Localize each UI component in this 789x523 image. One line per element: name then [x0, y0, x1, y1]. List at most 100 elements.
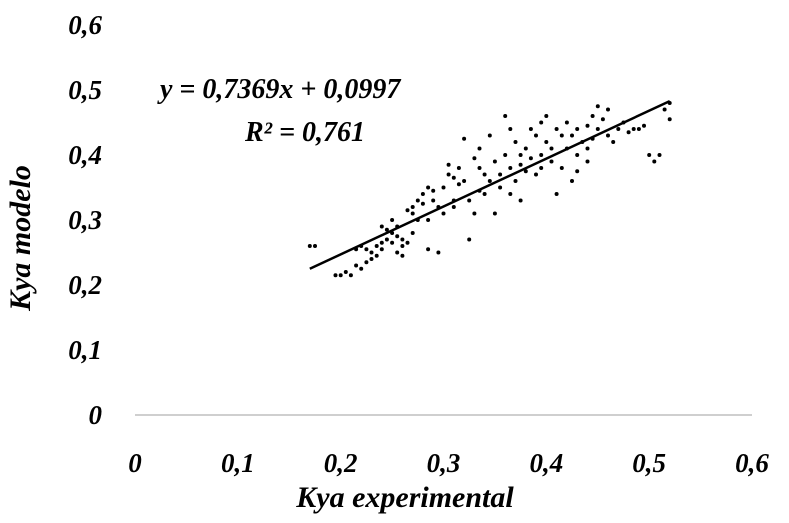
data-point [451, 175, 456, 180]
data-point [544, 140, 549, 144]
data-point [575, 127, 580, 131]
data-point [482, 192, 487, 196]
data-point [390, 218, 395, 222]
y-tick-labels: 0 0,1 0,2 0,3 0,4 0,5 0,6 [68, 10, 102, 430]
data-point [513, 140, 518, 144]
data-point [642, 123, 646, 128]
data-point [508, 166, 513, 170]
data-point [498, 172, 503, 177]
data-point [498, 185, 503, 190]
data-point [415, 198, 420, 203]
data-point [590, 114, 595, 118]
data-point [518, 162, 523, 167]
data-point [400, 244, 405, 248]
x-tick-label: 0,1 [221, 448, 255, 478]
data-point [508, 127, 513, 131]
data-point [513, 179, 518, 183]
data-point [348, 273, 353, 278]
data-point [451, 205, 456, 209]
data-point [631, 127, 636, 131]
data-point [652, 159, 657, 164]
data-point [518, 153, 523, 157]
data-point [518, 198, 523, 203]
data-point [400, 237, 405, 242]
data-point [420, 192, 425, 196]
y-tick-label: 0 [89, 400, 103, 430]
data-point [523, 146, 528, 151]
data-point [369, 250, 374, 255]
data-point [390, 240, 395, 245]
data-point [662, 107, 667, 112]
data-point [395, 234, 400, 239]
data-point [467, 237, 472, 242]
data-point [575, 169, 580, 174]
data-point [595, 104, 600, 109]
data-point [472, 211, 477, 216]
data-point [374, 253, 379, 258]
data-point [600, 117, 605, 122]
data-point [359, 266, 364, 271]
data-point [570, 179, 574, 183]
data-point [384, 237, 389, 242]
x-tick-label: 0,6 [735, 448, 769, 478]
data-point [585, 146, 590, 151]
data-point [364, 260, 369, 265]
data-point [405, 208, 410, 213]
data-point [606, 107, 610, 112]
x-tick-label: 0,3 [427, 448, 461, 478]
data-point [554, 127, 559, 131]
data-point [606, 133, 610, 138]
data-point [426, 247, 431, 252]
trendline [309, 99, 671, 270]
data-point [462, 136, 467, 141]
data-point [446, 162, 451, 167]
data-point [585, 159, 590, 164]
data-point [441, 211, 446, 216]
y-tick-label: 0,6 [68, 10, 102, 40]
data-point [636, 127, 641, 131]
data-point [467, 198, 472, 203]
data-point [477, 146, 482, 151]
data-point [595, 127, 600, 131]
y-tick-label: 0,2 [68, 270, 102, 300]
data-point [426, 185, 431, 190]
data-point [364, 247, 369, 252]
data-point [616, 127, 621, 131]
data-point [369, 257, 374, 261]
data-point [462, 179, 467, 183]
data-point [575, 153, 580, 157]
data-point [564, 120, 569, 125]
data-point [395, 250, 400, 255]
data-point [436, 250, 441, 255]
data-points [307, 101, 672, 278]
data-point [534, 172, 538, 177]
data-point [626, 130, 631, 135]
x-tick-labels: 0 0,1 0,2 0,3 0,4 0,5 0,6 [128, 448, 769, 478]
trendline-equation: y = 0,7369x + 0,0997 [157, 74, 401, 105]
data-point [307, 244, 312, 248]
y-axis-title: Kya modelo [4, 165, 37, 312]
x-axis-title: Kya experimental [295, 481, 514, 514]
data-point [379, 247, 384, 252]
data-point [503, 114, 508, 118]
x-tick-label: 0,2 [324, 448, 358, 478]
data-point [441, 185, 446, 190]
y-tick-label: 0,4 [68, 140, 102, 170]
data-point [405, 240, 410, 245]
data-point [482, 172, 487, 177]
data-point [456, 166, 461, 170]
data-point [477, 166, 482, 170]
data-point [338, 273, 343, 278]
data-point [554, 192, 559, 196]
data-point [354, 263, 359, 268]
y-tick-label: 0,5 [68, 75, 102, 105]
data-point [528, 127, 533, 131]
x-tick-label: 0,4 [529, 448, 563, 478]
data-point [611, 140, 616, 144]
data-point [539, 166, 544, 170]
data-point [379, 240, 384, 245]
data-point [492, 211, 497, 216]
data-point [431, 188, 436, 193]
data-point [431, 198, 436, 203]
